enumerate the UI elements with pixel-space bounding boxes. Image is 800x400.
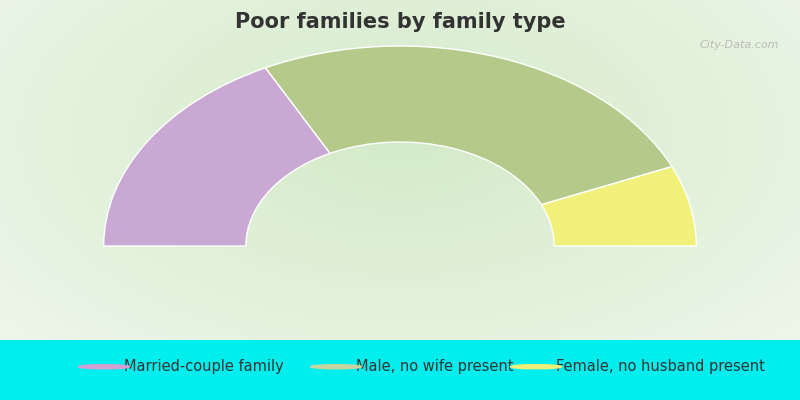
- Wedge shape: [542, 166, 696, 246]
- Circle shape: [510, 365, 562, 369]
- Wedge shape: [104, 68, 330, 246]
- Text: Married-couple family: Married-couple family: [124, 359, 284, 374]
- Circle shape: [78, 365, 130, 369]
- Text: City-Data.com: City-Data.com: [700, 40, 779, 50]
- Text: Female, no husband present: Female, no husband present: [556, 359, 765, 374]
- Circle shape: [310, 365, 362, 369]
- Wedge shape: [266, 46, 672, 205]
- Text: Male, no wife present: Male, no wife present: [356, 359, 514, 374]
- Text: Poor families by family type: Poor families by family type: [234, 12, 566, 32]
